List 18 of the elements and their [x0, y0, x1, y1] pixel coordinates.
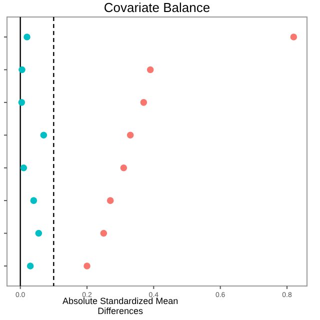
point	[140, 99, 148, 106]
x-axis-title: Absolute Standardized Mean Differences	[62, 296, 178, 316]
point	[20, 164, 28, 172]
point	[35, 230, 42, 237]
point	[146, 66, 154, 74]
point	[24, 34, 30, 40]
point	[40, 132, 48, 139]
point	[120, 164, 128, 172]
point	[26, 262, 34, 270]
point	[18, 66, 26, 74]
chart-title: Covariate Balance	[104, 0, 210, 15]
point	[290, 34, 298, 40]
point	[18, 99, 26, 106]
point	[84, 262, 90, 270]
point	[106, 197, 114, 204]
point	[126, 132, 134, 139]
point	[100, 230, 108, 237]
point	[30, 197, 38, 204]
